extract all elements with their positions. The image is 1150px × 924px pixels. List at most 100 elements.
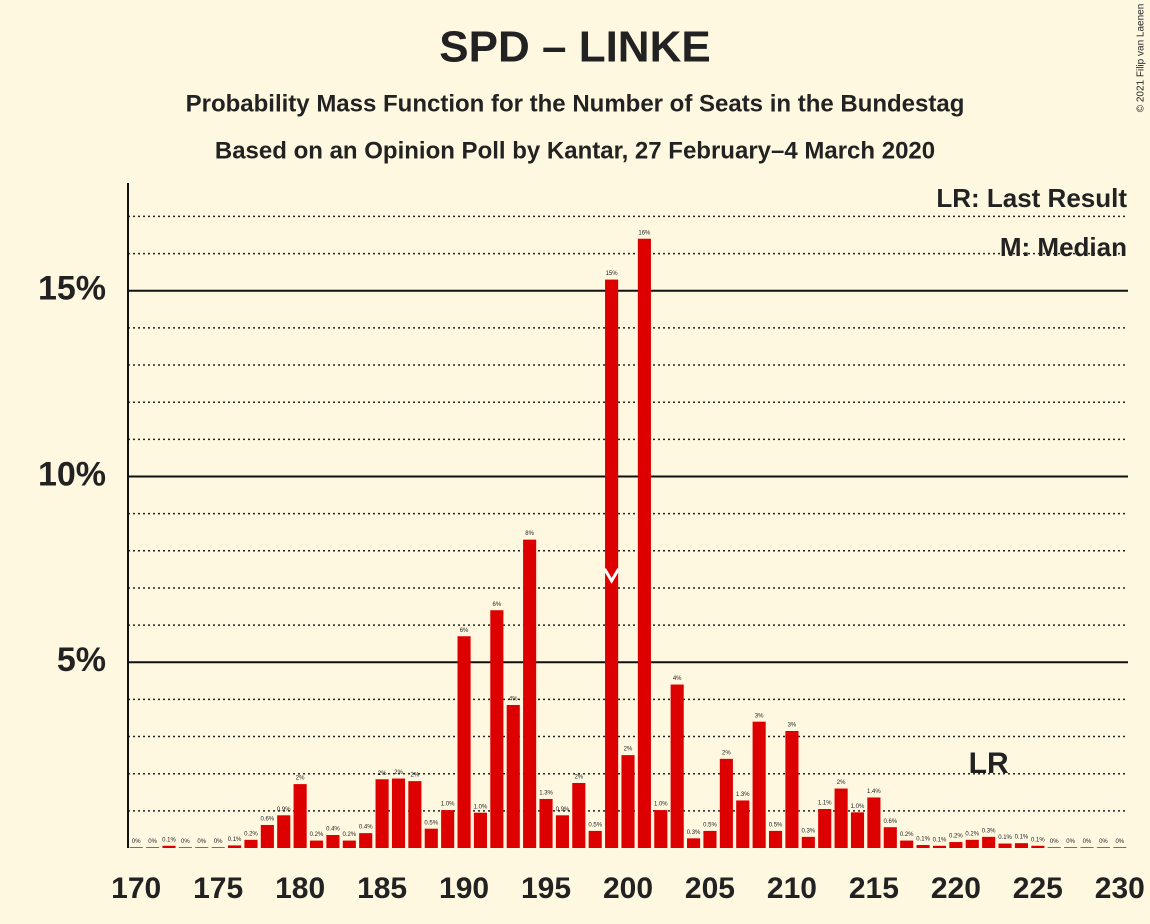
value-label: 0.6% bbox=[261, 817, 275, 823]
bar bbox=[850, 812, 865, 848]
value-label: 0.3% bbox=[982, 828, 996, 834]
y-tick-label: 5% bbox=[57, 641, 106, 679]
y-tick-label: 15% bbox=[38, 270, 106, 308]
x-tick-label: 205 bbox=[685, 872, 735, 905]
bar bbox=[572, 782, 586, 848]
value-label: 0.5% bbox=[424, 820, 438, 826]
bar bbox=[588, 830, 602, 848]
value-label: 1.3% bbox=[539, 791, 553, 797]
bar bbox=[359, 833, 373, 848]
bar bbox=[670, 684, 684, 848]
legend-entry: LR: Last Result bbox=[936, 183, 1127, 213]
y-tick-label: 10% bbox=[38, 455, 106, 493]
bar bbox=[965, 839, 979, 848]
bar bbox=[523, 539, 537, 848]
bar bbox=[818, 808, 832, 848]
x-tick-label: 185 bbox=[357, 872, 407, 905]
bar bbox=[916, 845, 930, 848]
value-label: 2% bbox=[394, 770, 403, 776]
value-label: 2% bbox=[837, 780, 846, 786]
bar bbox=[605, 279, 619, 849]
bar bbox=[736, 800, 750, 848]
value-label: 0.2% bbox=[342, 832, 356, 838]
x-tick-label: 200 bbox=[603, 872, 653, 905]
bar bbox=[457, 636, 471, 848]
bar bbox=[1080, 847, 1094, 848]
value-label: 0.5% bbox=[703, 822, 717, 828]
value-label: 0.6% bbox=[883, 819, 897, 825]
x-tick-label: 230 bbox=[1095, 872, 1145, 905]
x-tick-label: 215 bbox=[849, 872, 899, 905]
bar bbox=[703, 830, 717, 848]
value-label: 3% bbox=[788, 723, 797, 729]
bar bbox=[867, 797, 881, 848]
bar bbox=[1096, 847, 1110, 848]
value-label: 0% bbox=[1050, 839, 1059, 845]
bar bbox=[1064, 847, 1078, 848]
value-label: 2% bbox=[722, 750, 731, 756]
bar bbox=[637, 238, 651, 848]
value-label: 0.2% bbox=[310, 832, 324, 838]
value-label: 0.3% bbox=[801, 828, 815, 834]
value-label: 1.1% bbox=[818, 801, 832, 807]
value-label: 1.3% bbox=[736, 792, 750, 798]
value-label: 0% bbox=[197, 839, 206, 845]
bar bbox=[1031, 845, 1045, 848]
value-label: 0.4% bbox=[326, 827, 340, 833]
bar bbox=[146, 847, 160, 848]
value-label: 0% bbox=[148, 839, 157, 845]
value-label: 0.1% bbox=[162, 837, 176, 843]
value-label: 4% bbox=[509, 697, 518, 703]
bar bbox=[424, 828, 438, 848]
value-label: 2% bbox=[378, 771, 387, 777]
value-label: 0.1% bbox=[1031, 837, 1045, 843]
bar bbox=[408, 781, 422, 848]
value-label: 16% bbox=[638, 230, 651, 236]
x-tick-label: 195 bbox=[521, 872, 571, 905]
bar bbox=[900, 840, 914, 848]
value-label: 8% bbox=[525, 531, 534, 537]
bar bbox=[244, 839, 258, 848]
value-label: 0.2% bbox=[244, 831, 258, 837]
value-label: 0.1% bbox=[998, 835, 1012, 841]
value-label: 0.1% bbox=[933, 837, 947, 843]
bar bbox=[785, 730, 799, 848]
bar bbox=[1113, 847, 1127, 848]
bar bbox=[326, 834, 340, 848]
bar bbox=[178, 847, 192, 848]
x-tick-label: 170 bbox=[111, 872, 161, 905]
value-label: 3% bbox=[755, 713, 764, 719]
bar bbox=[768, 830, 783, 848]
bar bbox=[801, 836, 815, 848]
value-label: 0.3% bbox=[687, 830, 701, 836]
copyright: © 2021 Filip van Laenen bbox=[1136, 4, 1147, 113]
value-label: 0% bbox=[214, 839, 223, 845]
bar bbox=[260, 824, 274, 848]
median-marker bbox=[603, 568, 620, 584]
bar bbox=[621, 755, 635, 848]
x-tick-label: 180 bbox=[275, 872, 325, 905]
x-tick-label: 220 bbox=[931, 872, 981, 905]
x-tick-label: 175 bbox=[193, 872, 243, 905]
value-label: 6% bbox=[493, 602, 502, 608]
value-label: 1.0% bbox=[654, 802, 668, 808]
bar bbox=[473, 812, 488, 848]
value-label: 0% bbox=[1099, 839, 1108, 845]
value-label: 4% bbox=[673, 676, 682, 682]
value-label: 0.4% bbox=[359, 825, 373, 831]
value-label: 0.2% bbox=[900, 832, 914, 838]
value-label: 1.0% bbox=[474, 804, 488, 810]
bar bbox=[834, 788, 848, 848]
bar bbox=[752, 721, 766, 848]
bar bbox=[441, 810, 455, 848]
value-label: 2% bbox=[411, 773, 420, 779]
bar bbox=[211, 847, 225, 848]
bar bbox=[342, 840, 356, 848]
bar bbox=[506, 704, 520, 848]
chart-subtitle: Probability Mass Function for the Number… bbox=[186, 90, 965, 117]
value-label: 2% bbox=[574, 775, 583, 781]
value-label: 2% bbox=[296, 776, 305, 782]
value-label: 1.4% bbox=[867, 789, 881, 795]
bar bbox=[687, 838, 701, 848]
chart-source: Based on an Opinion Poll by Kantar, 27 F… bbox=[215, 137, 935, 164]
